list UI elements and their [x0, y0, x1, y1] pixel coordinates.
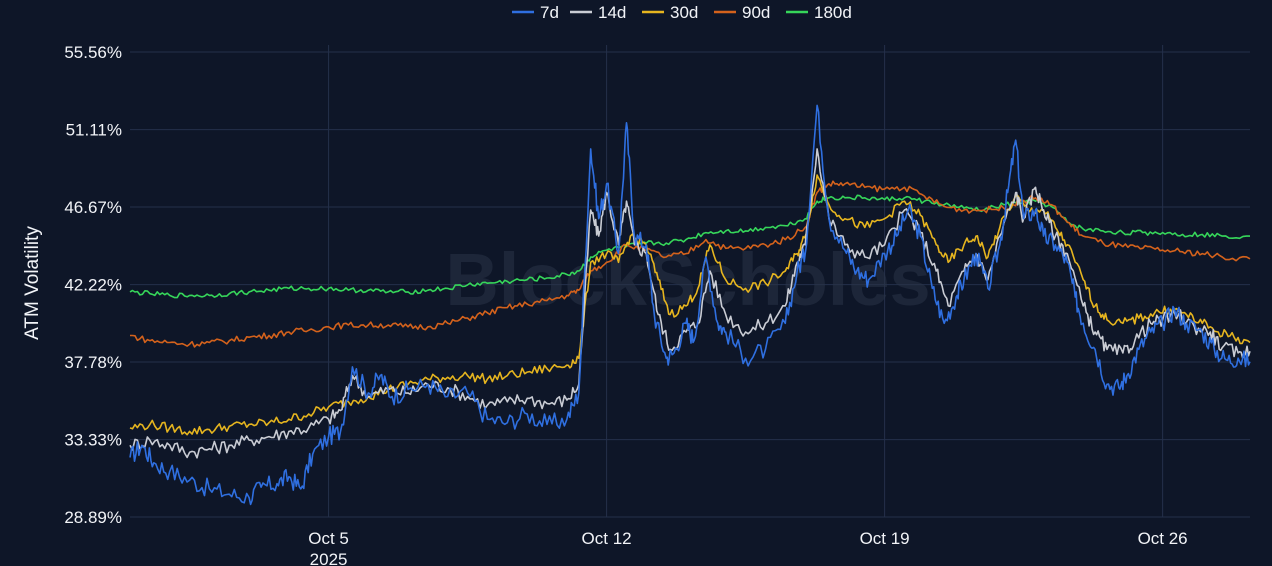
legend-item-30d[interactable]: 30d	[642, 3, 698, 22]
x-tick-label: Oct 19	[860, 529, 910, 548]
legend-label: 30d	[670, 3, 698, 22]
y-tick-label: 42.22%	[64, 276, 122, 295]
y-axis-ticks: 28.89% 33.33% 37.78% 42.22% 46.67% 51.11% 55.5…	[64, 43, 122, 527]
legend-label: 90d	[742, 3, 770, 22]
y-tick-label: 28.89%	[64, 508, 122, 527]
legend-label: 7d	[540, 3, 559, 22]
legend[interactable]: 7d 14d 30d 90d 180d	[512, 3, 852, 22]
series-line-30d	[129, 174, 1251, 436]
legend-label: 14d	[598, 3, 626, 22]
series-line-7d	[129, 104, 1251, 506]
x-tick-label: Oct 5	[308, 529, 349, 548]
series-layer	[129, 104, 1251, 506]
x-axis-ticks: Oct 5 2025 Oct 12 Oct 19 Oct 26	[308, 529, 1187, 566]
series-line-180d	[129, 194, 1250, 299]
y-axis-title: ATM Volatility	[22, 226, 43, 340]
x-tick-sublabel: 2025	[310, 550, 348, 566]
x-tick-label: Oct 26	[1138, 529, 1188, 548]
legend-label: 180d	[814, 3, 852, 22]
legend-item-180d[interactable]: 180d	[786, 3, 852, 22]
legend-item-14d[interactable]: 14d	[570, 3, 626, 22]
series-line-90d	[130, 180, 1251, 348]
x-tick-label: Oct 12	[582, 529, 632, 548]
y-tick-label: 37.78%	[64, 353, 122, 372]
y-tick-label: 51.11%	[66, 121, 122, 140]
legend-item-7d[interactable]: 7d	[512, 3, 559, 22]
y-tick-label: 33.33%	[64, 431, 122, 450]
legend-item-90d[interactable]: 90d	[714, 3, 770, 22]
grid-lines	[130, 45, 1250, 518]
y-tick-label: 55.56%	[64, 43, 122, 62]
y-tick-label: 46.67%	[64, 198, 122, 217]
